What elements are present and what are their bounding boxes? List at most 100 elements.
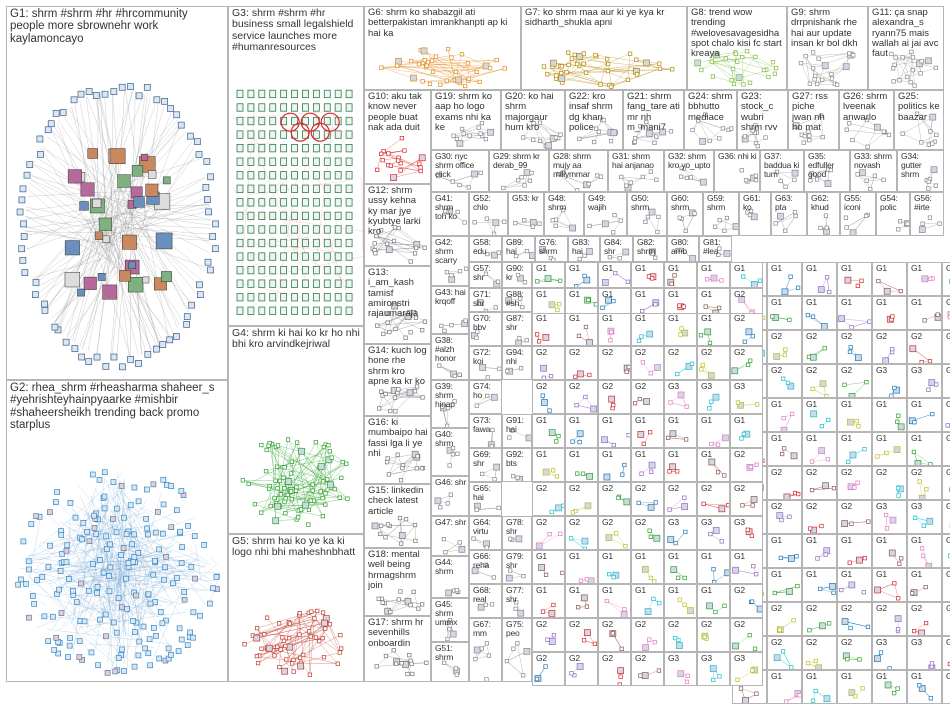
group-cell-g10: G10: aku tak know never people buat nak … <box>364 90 431 184</box>
group-label: G1 <box>946 672 950 681</box>
group-cell-g60: G60: shrm <box>667 192 703 236</box>
small-group-cell: G1 <box>837 398 872 432</box>
group-label: G44: shrm <box>435 558 466 576</box>
group-label: G2 <box>841 502 869 511</box>
group-label: G1 <box>771 672 799 681</box>
group-cell-g16: G16: ki mumbaipo hai fassi lga li ye nhi <box>364 416 431 484</box>
group-label: G1 <box>806 672 834 681</box>
small-group-cell: G1 <box>872 534 907 568</box>
small-group-cell: G2 <box>565 482 598 516</box>
group-label: G2 <box>946 604 950 613</box>
small-group-cell: G1 <box>631 550 664 584</box>
group-label: G1 <box>806 264 834 273</box>
group-label: G40: shrm <box>435 430 466 448</box>
group-label: G49: wajih <box>588 194 624 212</box>
group-label: G84: shr <box>604 238 630 256</box>
group-label: G1 <box>806 400 834 409</box>
small-group-cell: G3 <box>697 516 730 550</box>
group-cell-g5: G5: shrm hai ko ye ka ki logo nhi bhi ma… <box>228 534 364 682</box>
group-cell-g62: G62: khud <box>807 192 840 236</box>
group-label: G19: shrm ko aap ho logo exams nhi ka ke <box>435 92 498 133</box>
group-label: G1 <box>841 570 869 579</box>
small-group-cell: G2 <box>802 466 837 500</box>
group-label: G1 <box>536 450 562 459</box>
group-label: G1 <box>911 536 939 545</box>
small-group-cell: G2 <box>730 312 763 346</box>
small-group-cell: G3 <box>872 636 907 670</box>
group-label: G2 <box>635 620 661 629</box>
small-group-cell: G1 <box>802 296 837 330</box>
group-label: G89: hai <box>506 238 532 256</box>
group-label: G1 <box>701 290 727 299</box>
group-label: G2 <box>635 348 661 357</box>
group-label: G52: chlo <box>473 194 505 212</box>
group-label: G1 <box>876 298 904 307</box>
group-label: G59: shrm <box>707 194 736 212</box>
group-cell-g61: G61: ko <box>739 192 771 236</box>
group-label: G70: bbv <box>473 314 499 332</box>
group-label: G62: khud <box>811 194 837 212</box>
small-group-cell: G2 <box>767 330 802 364</box>
small-group-cell: G1 <box>872 296 907 330</box>
small-group-cell: G1 <box>532 288 565 314</box>
small-group-cell: G2 <box>767 602 802 636</box>
group-label: G12: shrm ussy kehna ky mar jye kyubtye … <box>368 186 428 237</box>
group-label: G1: shrm #shrm #hr #hrcommunity people m… <box>10 8 225 45</box>
group-cell-g21: G21: shrm fang_tare ati mr nh m_mani7 <box>623 90 684 150</box>
group-label: G1 <box>701 586 727 595</box>
group-label: G41: shrm toh ko <box>435 194 466 222</box>
group-label: G1 <box>806 570 834 579</box>
group-label: G3 <box>734 518 760 527</box>
small-group-cell: G2 <box>767 500 802 534</box>
group-cell-g31: G31: shrm hai anjanao <box>608 150 664 192</box>
group-label: G58: edu <box>473 238 499 256</box>
group-label: G2 <box>946 468 950 477</box>
group-cell-g17: G17: shrm hr sevenhills onboardin <box>364 616 431 682</box>
small-group-cell: G3 <box>730 380 763 414</box>
small-group-cell: G2 <box>532 618 565 652</box>
group-label: G69: shr <box>473 450 499 468</box>
group-label: G1 <box>911 400 939 409</box>
group-label: G29: shrm kr derab_99 <box>493 152 546 170</box>
group-label: G2 <box>602 620 628 629</box>
group-label: G83: hai <box>572 238 597 256</box>
group-label: G39: shrm hinap <box>435 382 466 410</box>
group-label: G3 <box>946 366 950 375</box>
group-label: G2 <box>569 348 595 357</box>
group-label: G72: koi <box>473 348 499 366</box>
group-label: G1 <box>701 416 727 425</box>
small-group-cell: G2 <box>532 482 565 516</box>
small-group-cell: G1 <box>697 312 730 346</box>
group-label: G1 <box>876 672 904 681</box>
small-group-cell: G2 <box>767 364 802 398</box>
group-label: G2 <box>734 348 760 357</box>
group-label: G1 <box>841 400 869 409</box>
group-label: G1 <box>635 416 661 425</box>
small-group-cell: G1 <box>872 262 907 296</box>
group-cell-g44: G44: shrm <box>431 556 469 598</box>
group-cell-g55: G55: iconi <box>840 192 876 236</box>
group-label: G1 <box>701 450 727 459</box>
group-label: G87: shr <box>506 314 529 332</box>
group-label: G1 <box>806 434 834 443</box>
group-cell-g53: G53: kr <box>508 192 544 236</box>
group-label: G3 <box>701 518 727 527</box>
small-group-cell: G2 <box>730 346 763 380</box>
small-group-cell: G1 <box>872 568 907 602</box>
small-group-cell: G2 <box>631 482 664 516</box>
group-label: G56: #irte <box>914 194 941 212</box>
group-label: G1 <box>569 290 595 299</box>
small-group-cell: G2 <box>730 482 763 516</box>
group-label: G2 <box>911 604 939 613</box>
group-cell-g35: G35: edfuller good <box>804 150 850 192</box>
group-label: G1 <box>635 264 661 273</box>
group-label: G2 <box>806 468 834 477</box>
group-label: G2 <box>569 484 595 493</box>
small-group-cell: G1 <box>907 432 942 466</box>
group-label: G30: nyc shrm office click <box>435 152 486 180</box>
small-group-cell: G1 <box>907 670 942 704</box>
group-label: G80: amb <box>671 238 696 256</box>
group-cell-g42: G42: shrm scarry <box>431 236 469 286</box>
small-group-cell: G1 <box>565 550 598 584</box>
group-cell-g20: G20: ko hai shrm majorgaur hum kro <box>501 90 565 150</box>
